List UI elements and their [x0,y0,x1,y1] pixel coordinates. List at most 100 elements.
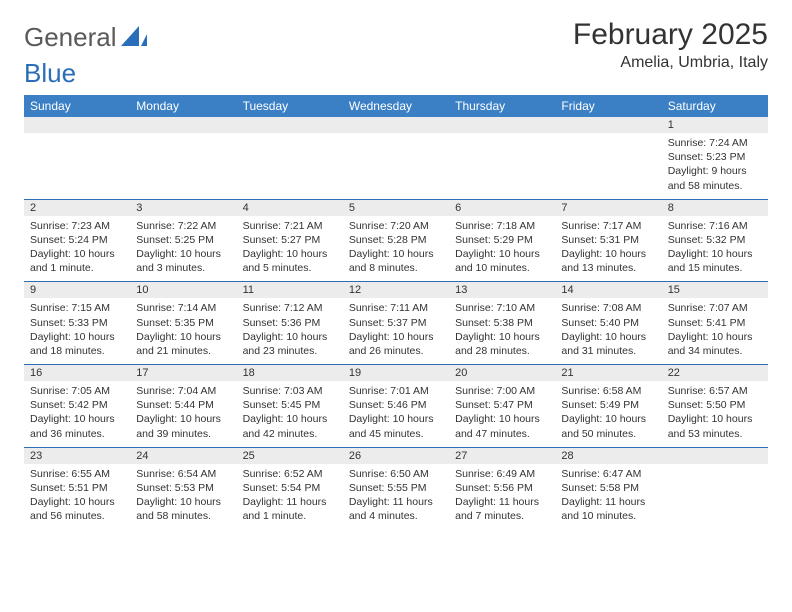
day-number-cell: 10 [130,282,236,299]
daylight-text: Daylight: 10 hours and 34 minutes. [668,330,762,358]
daylight-text: Daylight: 9 hours and 58 minutes. [668,164,762,192]
content-row: Sunrise: 7:15 AMSunset: 5:33 PMDaylight:… [24,298,768,364]
sunset-text: Sunset: 5:47 PM [455,398,549,412]
day-cell: Sunrise: 7:23 AMSunset: 5:24 PMDaylight:… [24,216,130,282]
day-number-cell: 17 [130,365,236,382]
day-number-cell: 20 [449,365,555,382]
sunrise-text: Sunrise: 7:00 AM [455,384,549,398]
sunrise-text: Sunrise: 6:50 AM [349,467,443,481]
sunrise-text: Sunrise: 7:12 AM [243,301,337,315]
sunrise-text: Sunrise: 7:22 AM [136,219,230,233]
day-number-cell [130,117,236,133]
sunset-text: Sunset: 5:36 PM [243,316,337,330]
sunset-text: Sunset: 5:41 PM [668,316,762,330]
day-number-cell: 16 [24,365,130,382]
day-cell: Sunrise: 6:47 AMSunset: 5:58 PMDaylight:… [555,464,661,530]
logo-sail-icon [121,22,147,53]
day-number-cell: 14 [555,282,661,299]
logo: General [24,18,149,53]
day-cell: Sunrise: 6:58 AMSunset: 5:49 PMDaylight:… [555,381,661,447]
day-number-cell: 3 [130,199,236,216]
sunrise-text: Sunrise: 6:55 AM [30,467,124,481]
daylight-text: Daylight: 10 hours and 47 minutes. [455,412,549,440]
day-cell: Sunrise: 7:01 AMSunset: 5:46 PMDaylight:… [343,381,449,447]
sunset-text: Sunset: 5:53 PM [136,481,230,495]
day-number-cell: 1 [662,117,768,133]
sunset-text: Sunset: 5:38 PM [455,316,549,330]
sunrise-text: Sunrise: 6:58 AM [561,384,655,398]
daylight-text: Daylight: 10 hours and 36 minutes. [30,412,124,440]
day-cell: Sunrise: 7:20 AMSunset: 5:28 PMDaylight:… [343,216,449,282]
day-cell-body [24,133,130,142]
daylight-text: Daylight: 10 hours and 21 minutes. [136,330,230,358]
day-cell: Sunrise: 7:03 AMSunset: 5:45 PMDaylight:… [237,381,343,447]
sunrise-text: Sunrise: 7:08 AM [561,301,655,315]
sunset-text: Sunset: 5:49 PM [561,398,655,412]
sunset-text: Sunset: 5:29 PM [455,233,549,247]
month-title: February 2025 [573,18,768,52]
day-cell-body: Sunrise: 7:16 AMSunset: 5:32 PMDaylight:… [662,216,768,282]
sunset-text: Sunset: 5:45 PM [243,398,337,412]
day-cell: Sunrise: 7:21 AMSunset: 5:27 PMDaylight:… [237,216,343,282]
sunset-text: Sunset: 5:32 PM [668,233,762,247]
sunset-text: Sunset: 5:23 PM [668,150,762,164]
daylight-text: Daylight: 11 hours and 1 minute. [243,495,337,523]
day-number-cell: 26 [343,447,449,464]
day-cell: Sunrise: 7:08 AMSunset: 5:40 PMDaylight:… [555,298,661,364]
day-cell [662,464,768,530]
daylight-text: Daylight: 10 hours and 18 minutes. [30,330,124,358]
day-number-cell: 9 [24,282,130,299]
day-cell-body: Sunrise: 6:54 AMSunset: 5:53 PMDaylight:… [130,464,236,530]
day-number-cell: 24 [130,447,236,464]
daynum-row: 1 [24,117,768,133]
day-cell [555,133,661,199]
day-cell-body: Sunrise: 7:20 AMSunset: 5:28 PMDaylight:… [343,216,449,282]
day-number-cell: 11 [237,282,343,299]
day-cell: Sunrise: 7:10 AMSunset: 5:38 PMDaylight:… [449,298,555,364]
daylight-text: Daylight: 10 hours and 28 minutes. [455,330,549,358]
sunrise-text: Sunrise: 6:52 AM [243,467,337,481]
daynum-row: 16171819202122 [24,365,768,382]
day-cell-body: Sunrise: 6:58 AMSunset: 5:49 PMDaylight:… [555,381,661,447]
day-number-cell: 6 [449,199,555,216]
header-sunday: Sunday [24,95,130,117]
day-number-cell: 25 [237,447,343,464]
day-cell-body: Sunrise: 7:12 AMSunset: 5:36 PMDaylight:… [237,298,343,364]
daylight-text: Daylight: 10 hours and 50 minutes. [561,412,655,440]
day-cell-body: Sunrise: 6:49 AMSunset: 5:56 PMDaylight:… [449,464,555,530]
day-cell: Sunrise: 7:12 AMSunset: 5:36 PMDaylight:… [237,298,343,364]
day-cell: Sunrise: 6:50 AMSunset: 5:55 PMDaylight:… [343,464,449,530]
daylight-text: Daylight: 10 hours and 45 minutes. [349,412,443,440]
day-cell-body: Sunrise: 6:55 AMSunset: 5:51 PMDaylight:… [24,464,130,530]
day-cell-body: Sunrise: 6:57 AMSunset: 5:50 PMDaylight:… [662,381,768,447]
daylight-text: Daylight: 10 hours and 3 minutes. [136,247,230,275]
header-friday: Friday [555,95,661,117]
sunrise-text: Sunrise: 6:57 AM [668,384,762,398]
day-cell: Sunrise: 7:22 AMSunset: 5:25 PMDaylight:… [130,216,236,282]
day-cell-body: Sunrise: 7:17 AMSunset: 5:31 PMDaylight:… [555,216,661,282]
day-cell [130,133,236,199]
header-saturday: Saturday [662,95,768,117]
sunrise-text: Sunrise: 7:17 AM [561,219,655,233]
sunrise-text: Sunrise: 7:07 AM [668,301,762,315]
day-cell-body [130,133,236,142]
day-number-cell: 12 [343,282,449,299]
day-cell-body: Sunrise: 7:01 AMSunset: 5:46 PMDaylight:… [343,381,449,447]
day-cell: Sunrise: 7:24 AMSunset: 5:23 PMDaylight:… [662,133,768,199]
day-cell: Sunrise: 7:14 AMSunset: 5:35 PMDaylight:… [130,298,236,364]
day-cell: Sunrise: 7:04 AMSunset: 5:44 PMDaylight:… [130,381,236,447]
sunrise-text: Sunrise: 7:01 AM [349,384,443,398]
day-cell: Sunrise: 6:54 AMSunset: 5:53 PMDaylight:… [130,464,236,530]
daylight-text: Daylight: 10 hours and 8 minutes. [349,247,443,275]
sunset-text: Sunset: 5:44 PM [136,398,230,412]
day-number-cell [24,117,130,133]
sunrise-text: Sunrise: 7:24 AM [668,136,762,150]
day-cell-body: Sunrise: 7:21 AMSunset: 5:27 PMDaylight:… [237,216,343,282]
daylight-text: Daylight: 10 hours and 1 minute. [30,247,124,275]
sunset-text: Sunset: 5:37 PM [349,316,443,330]
day-number-cell: 19 [343,365,449,382]
daylight-text: Daylight: 11 hours and 10 minutes. [561,495,655,523]
logo-word2: Blue [24,58,768,89]
day-number-cell: 23 [24,447,130,464]
day-cell-body: Sunrise: 7:11 AMSunset: 5:37 PMDaylight:… [343,298,449,364]
